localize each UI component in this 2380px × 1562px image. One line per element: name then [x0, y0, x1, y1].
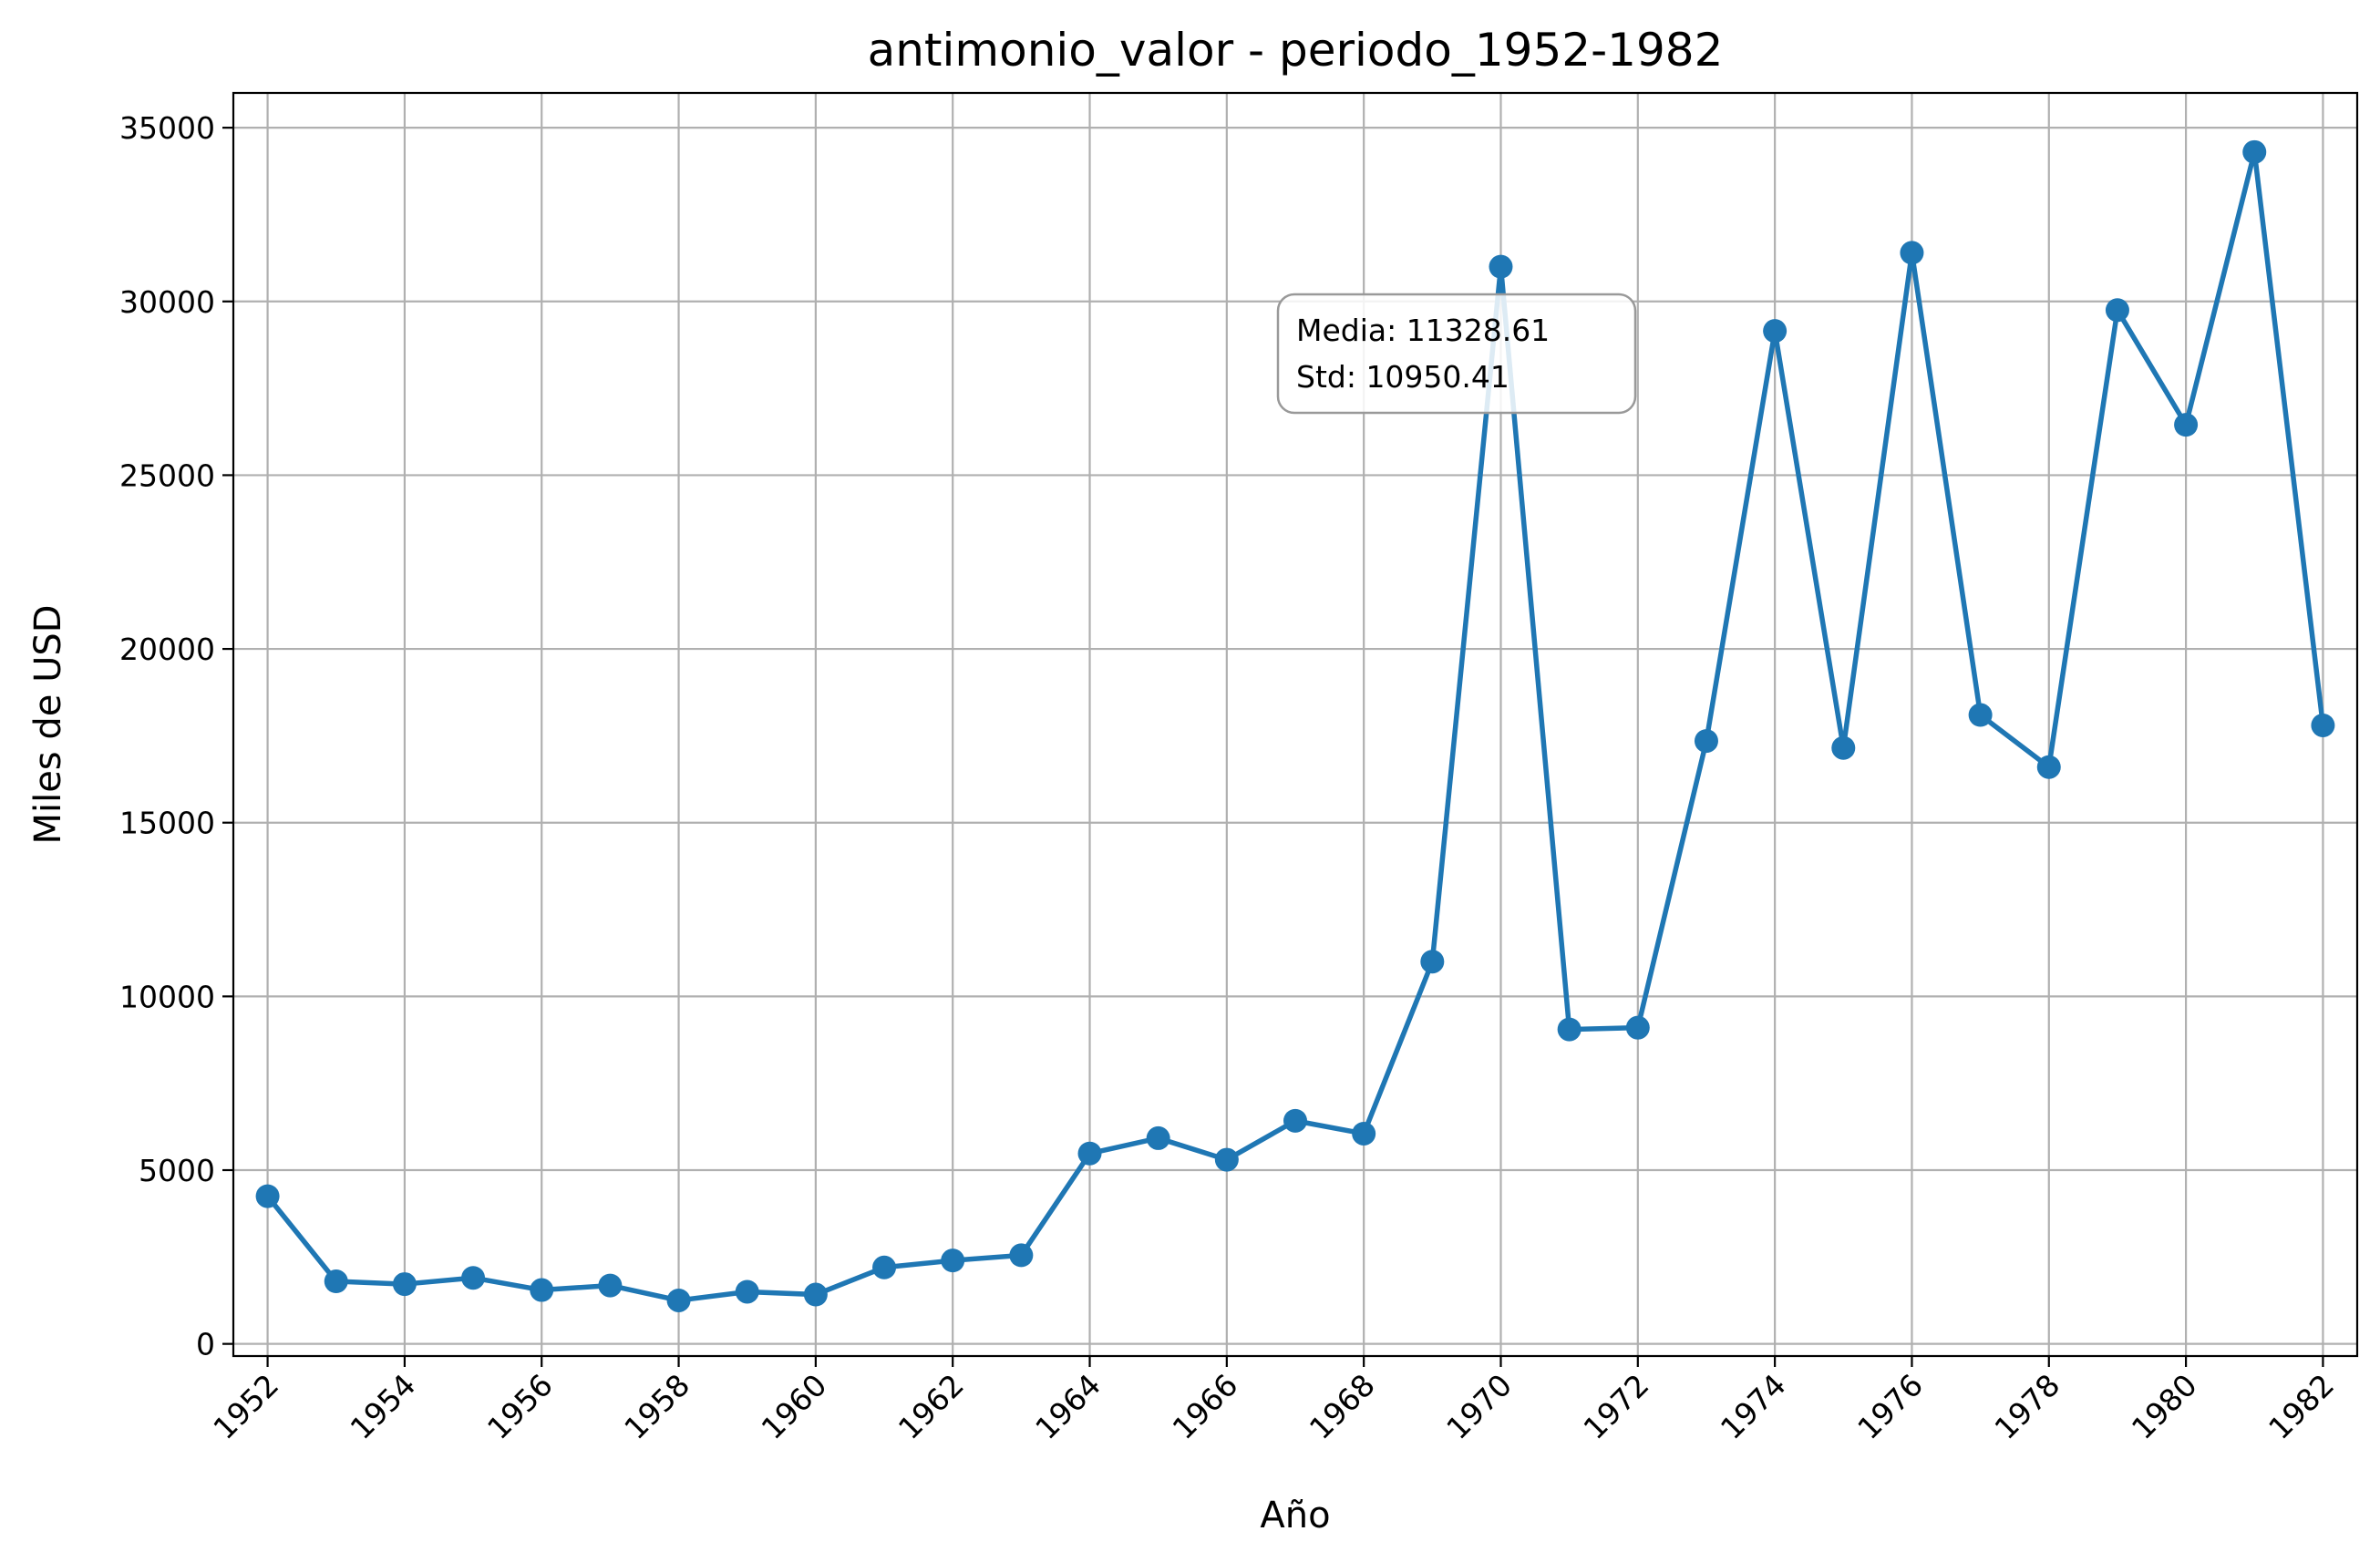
- data-point-1960: [803, 1282, 828, 1307]
- data-point-1953: [324, 1269, 348, 1294]
- data-point-1977: [1968, 703, 1993, 727]
- data-point-1968: [1352, 1121, 1376, 1146]
- data-point-1952: [255, 1184, 280, 1208]
- data-point-1958: [666, 1288, 691, 1312]
- data-point-1982: [2311, 713, 2335, 737]
- y-tick-label-5000: 5000: [139, 1153, 215, 1188]
- y-tick-label-0: 0: [196, 1327, 215, 1362]
- stats-std: Std: 10950.41: [1296, 359, 1509, 395]
- data-point-1972: [1625, 1015, 1650, 1040]
- x-tick-label-1974: 1974: [1714, 1367, 1793, 1446]
- y-tick-label-30000: 30000: [119, 284, 215, 320]
- x-tick-label-1956: 1956: [480, 1367, 560, 1446]
- y-tick-label-25000: 25000: [119, 457, 215, 493]
- data-point-1980: [2174, 413, 2199, 437]
- x-tick-label-1968: 1968: [1303, 1367, 1382, 1446]
- data-point-1963: [1009, 1243, 1034, 1268]
- data-point-1967: [1283, 1108, 1307, 1133]
- y-tick-label-10000: 10000: [119, 979, 215, 1014]
- x-tick-label-1954: 1954: [344, 1367, 423, 1446]
- data-point-1959: [735, 1279, 759, 1304]
- chart-title: antimonio_valor - periodo_1952-1982: [868, 24, 1724, 77]
- grid-layer: [233, 93, 2357, 1356]
- x-tick-label-1978: 1978: [1987, 1367, 2066, 1446]
- stats-annotation: Media: 11328.61 Std: 10950.41: [1276, 293, 1637, 415]
- x-tick-label-1972: 1972: [1577, 1367, 1656, 1446]
- x-tick-label-1970: 1970: [1439, 1367, 1519, 1446]
- x-tick-label-1952: 1952: [206, 1367, 285, 1446]
- data-point-1974: [1763, 319, 1788, 344]
- x-axis-label: Año: [1260, 1495, 1330, 1536]
- data-point-1969: [1420, 950, 1445, 974]
- data-point-1964: [1077, 1141, 1102, 1166]
- x-tick-label-1962: 1962: [891, 1367, 971, 1446]
- data-point-1965: [1146, 1125, 1170, 1150]
- stats-box: [1276, 293, 1637, 415]
- data-point-1978: [2036, 755, 2061, 779]
- y-tick-label-15000: 15000: [119, 806, 215, 841]
- plot-frame: [232, 91, 2359, 1358]
- data-point-1962: [941, 1249, 965, 1273]
- x-tick-label-1964: 1964: [1028, 1367, 1108, 1446]
- data-point-1979: [2105, 298, 2129, 323]
- data-point-1966: [1214, 1147, 1239, 1172]
- data-point-1955: [461, 1266, 486, 1290]
- x-tick-label-1958: 1958: [617, 1367, 696, 1446]
- data-point-1976: [1900, 241, 1924, 265]
- x-tick-label-1980: 1980: [2125, 1367, 2204, 1446]
- y-axis-label: Miles de USD: [27, 604, 69, 844]
- data-point-1957: [598, 1273, 623, 1298]
- x-tick-label-1960: 1960: [755, 1367, 834, 1446]
- data-point-1961: [872, 1255, 897, 1279]
- x-tick-label-1966: 1966: [1166, 1367, 1245, 1446]
- data-point-1981: [2242, 139, 2267, 164]
- ticks-layer: 1952 1954 1956 1958 1960 1962 1964 1966 1968 1970…: [119, 110, 2341, 1446]
- y-tick-label-20000: 20000: [119, 632, 215, 667]
- stats-mean: Media: 11328.61: [1296, 313, 1550, 348]
- data-point-1954: [392, 1272, 417, 1297]
- series-layer: [255, 139, 2335, 1312]
- data-point-1973: [1694, 729, 1718, 754]
- data-point-1956: [530, 1278, 554, 1302]
- y-tick-label-35000: 35000: [119, 110, 215, 146]
- data-point-1971: [1557, 1017, 1582, 1042]
- x-tick-label-1982: 1982: [2262, 1367, 2341, 1446]
- data-point-1970: [1489, 254, 1513, 279]
- x-tick-label-1976: 1976: [1850, 1367, 1930, 1446]
- data-point-1975: [1831, 735, 1856, 760]
